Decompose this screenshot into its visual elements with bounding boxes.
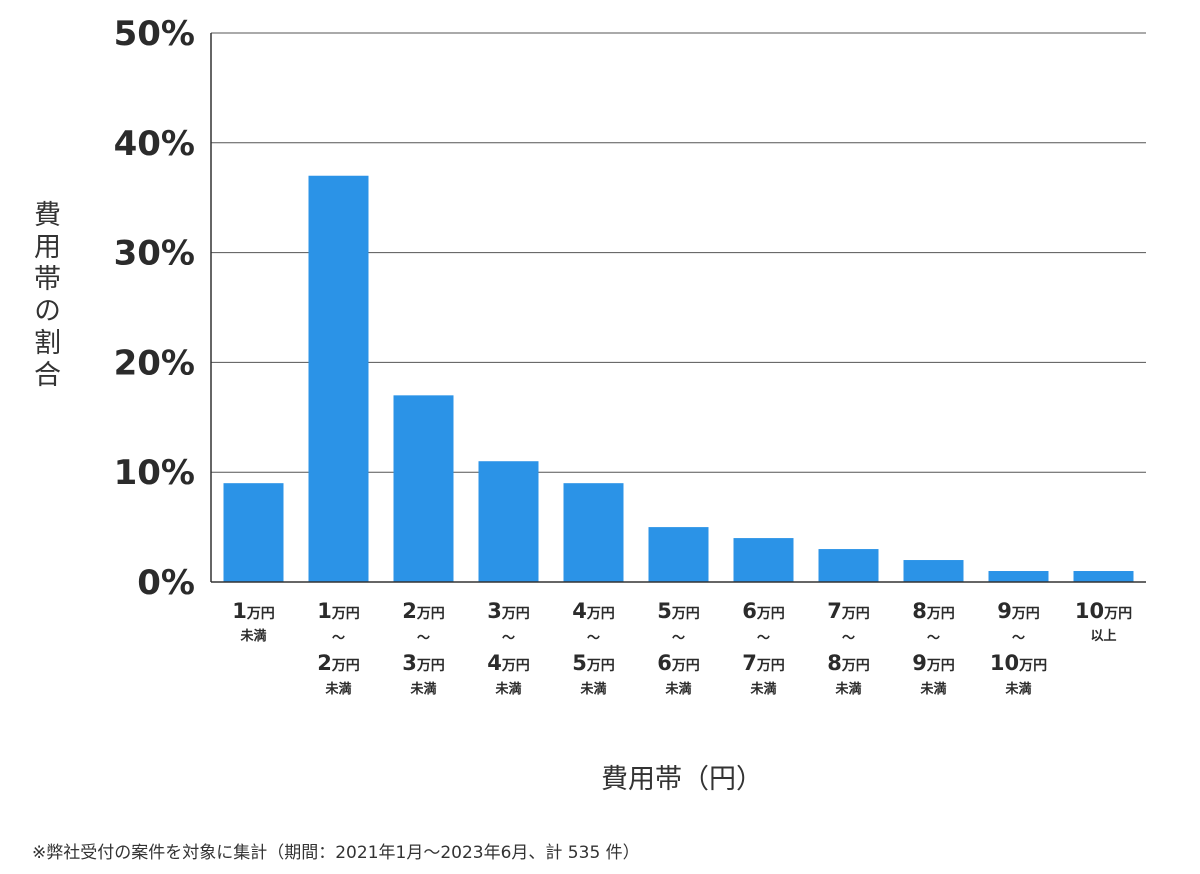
x-tick-label: 1万円 (232, 599, 275, 623)
bar (903, 560, 964, 582)
bar (393, 395, 454, 582)
x-tick-label: 未満 (834, 681, 861, 697)
x-tick-label: 未満 (409, 681, 436, 697)
x-axis-label: 費用帯（円） (601, 764, 763, 795)
x-tick-label: 未満 (664, 681, 691, 697)
y-tick-label: 30% (114, 234, 195, 274)
x-tick-label: 8万円 (827, 651, 870, 675)
y-tick-label: 40% (114, 124, 195, 164)
x-tick-label: 未満 (579, 681, 606, 697)
x-tick-label: 未満 (1004, 681, 1031, 697)
footnote: ※弊社受付の案件を対象に集計（期間：2021年1月～2023年6月、計 535 … (32, 843, 640, 863)
x-tick-label: 以上 (1090, 629, 1116, 644)
x-tick-label: 5万円 (572, 651, 615, 675)
x-tick-label: 5万円 (657, 599, 700, 623)
x-tick-label: 7万円 (827, 599, 870, 623)
x-tick-label: 未満 (239, 628, 266, 644)
x-tick-label: 〜 (332, 631, 345, 646)
bar (223, 483, 284, 582)
bar (1073, 571, 1134, 582)
x-tick-label: 未満 (324, 681, 351, 697)
y-tick-label: 0% (137, 563, 195, 603)
y-tick-label: 20% (114, 343, 195, 383)
x-tick-label: 3万円 (402, 651, 445, 675)
x-tick-label: 3万円 (487, 599, 530, 623)
x-tick-label: 6万円 (742, 599, 785, 623)
x-tick-label: 4万円 (487, 651, 530, 675)
x-tick-label: 2万円 (317, 651, 360, 675)
x-tick-label: 2万円 (402, 599, 445, 623)
x-tick-label: 未満 (749, 681, 776, 697)
x-tick-label: 9万円 (997, 599, 1040, 623)
x-tick-label: 10万円 (1075, 599, 1132, 623)
x-tick-label: 7万円 (742, 651, 785, 675)
x-tick-label: 〜 (502, 631, 515, 646)
x-tick-label: 9万円 (912, 651, 955, 675)
x-tick-label: 4万円 (572, 599, 615, 623)
x-tick-label: 〜 (842, 631, 855, 646)
bar (988, 571, 1049, 582)
x-tick-label: 6万円 (657, 651, 700, 675)
bar (648, 527, 709, 582)
y-tick-label: 50% (114, 14, 195, 54)
x-tick-label: 〜 (417, 631, 430, 646)
x-tick-label: 未満 (919, 681, 946, 697)
x-tick-label: 〜 (672, 631, 685, 646)
x-tick-label: 〜 (587, 631, 600, 646)
x-tick-label: 〜 (757, 631, 770, 646)
y-tick-label: 10% (114, 453, 195, 493)
bar (818, 549, 879, 582)
x-tick-label: 10万円 (990, 651, 1047, 675)
x-tick-label: 8万円 (912, 599, 955, 623)
y-axis-label: 費用帯の割合 (29, 200, 60, 392)
x-tick-label: 1万円 (317, 599, 360, 623)
bar (478, 461, 539, 582)
bar (308, 175, 369, 583)
x-tick-label: 〜 (927, 631, 940, 646)
bar (733, 538, 794, 582)
x-tick-label: 〜 (1012, 631, 1025, 646)
bar (563, 483, 624, 582)
x-tick-label: 未満 (494, 681, 521, 697)
